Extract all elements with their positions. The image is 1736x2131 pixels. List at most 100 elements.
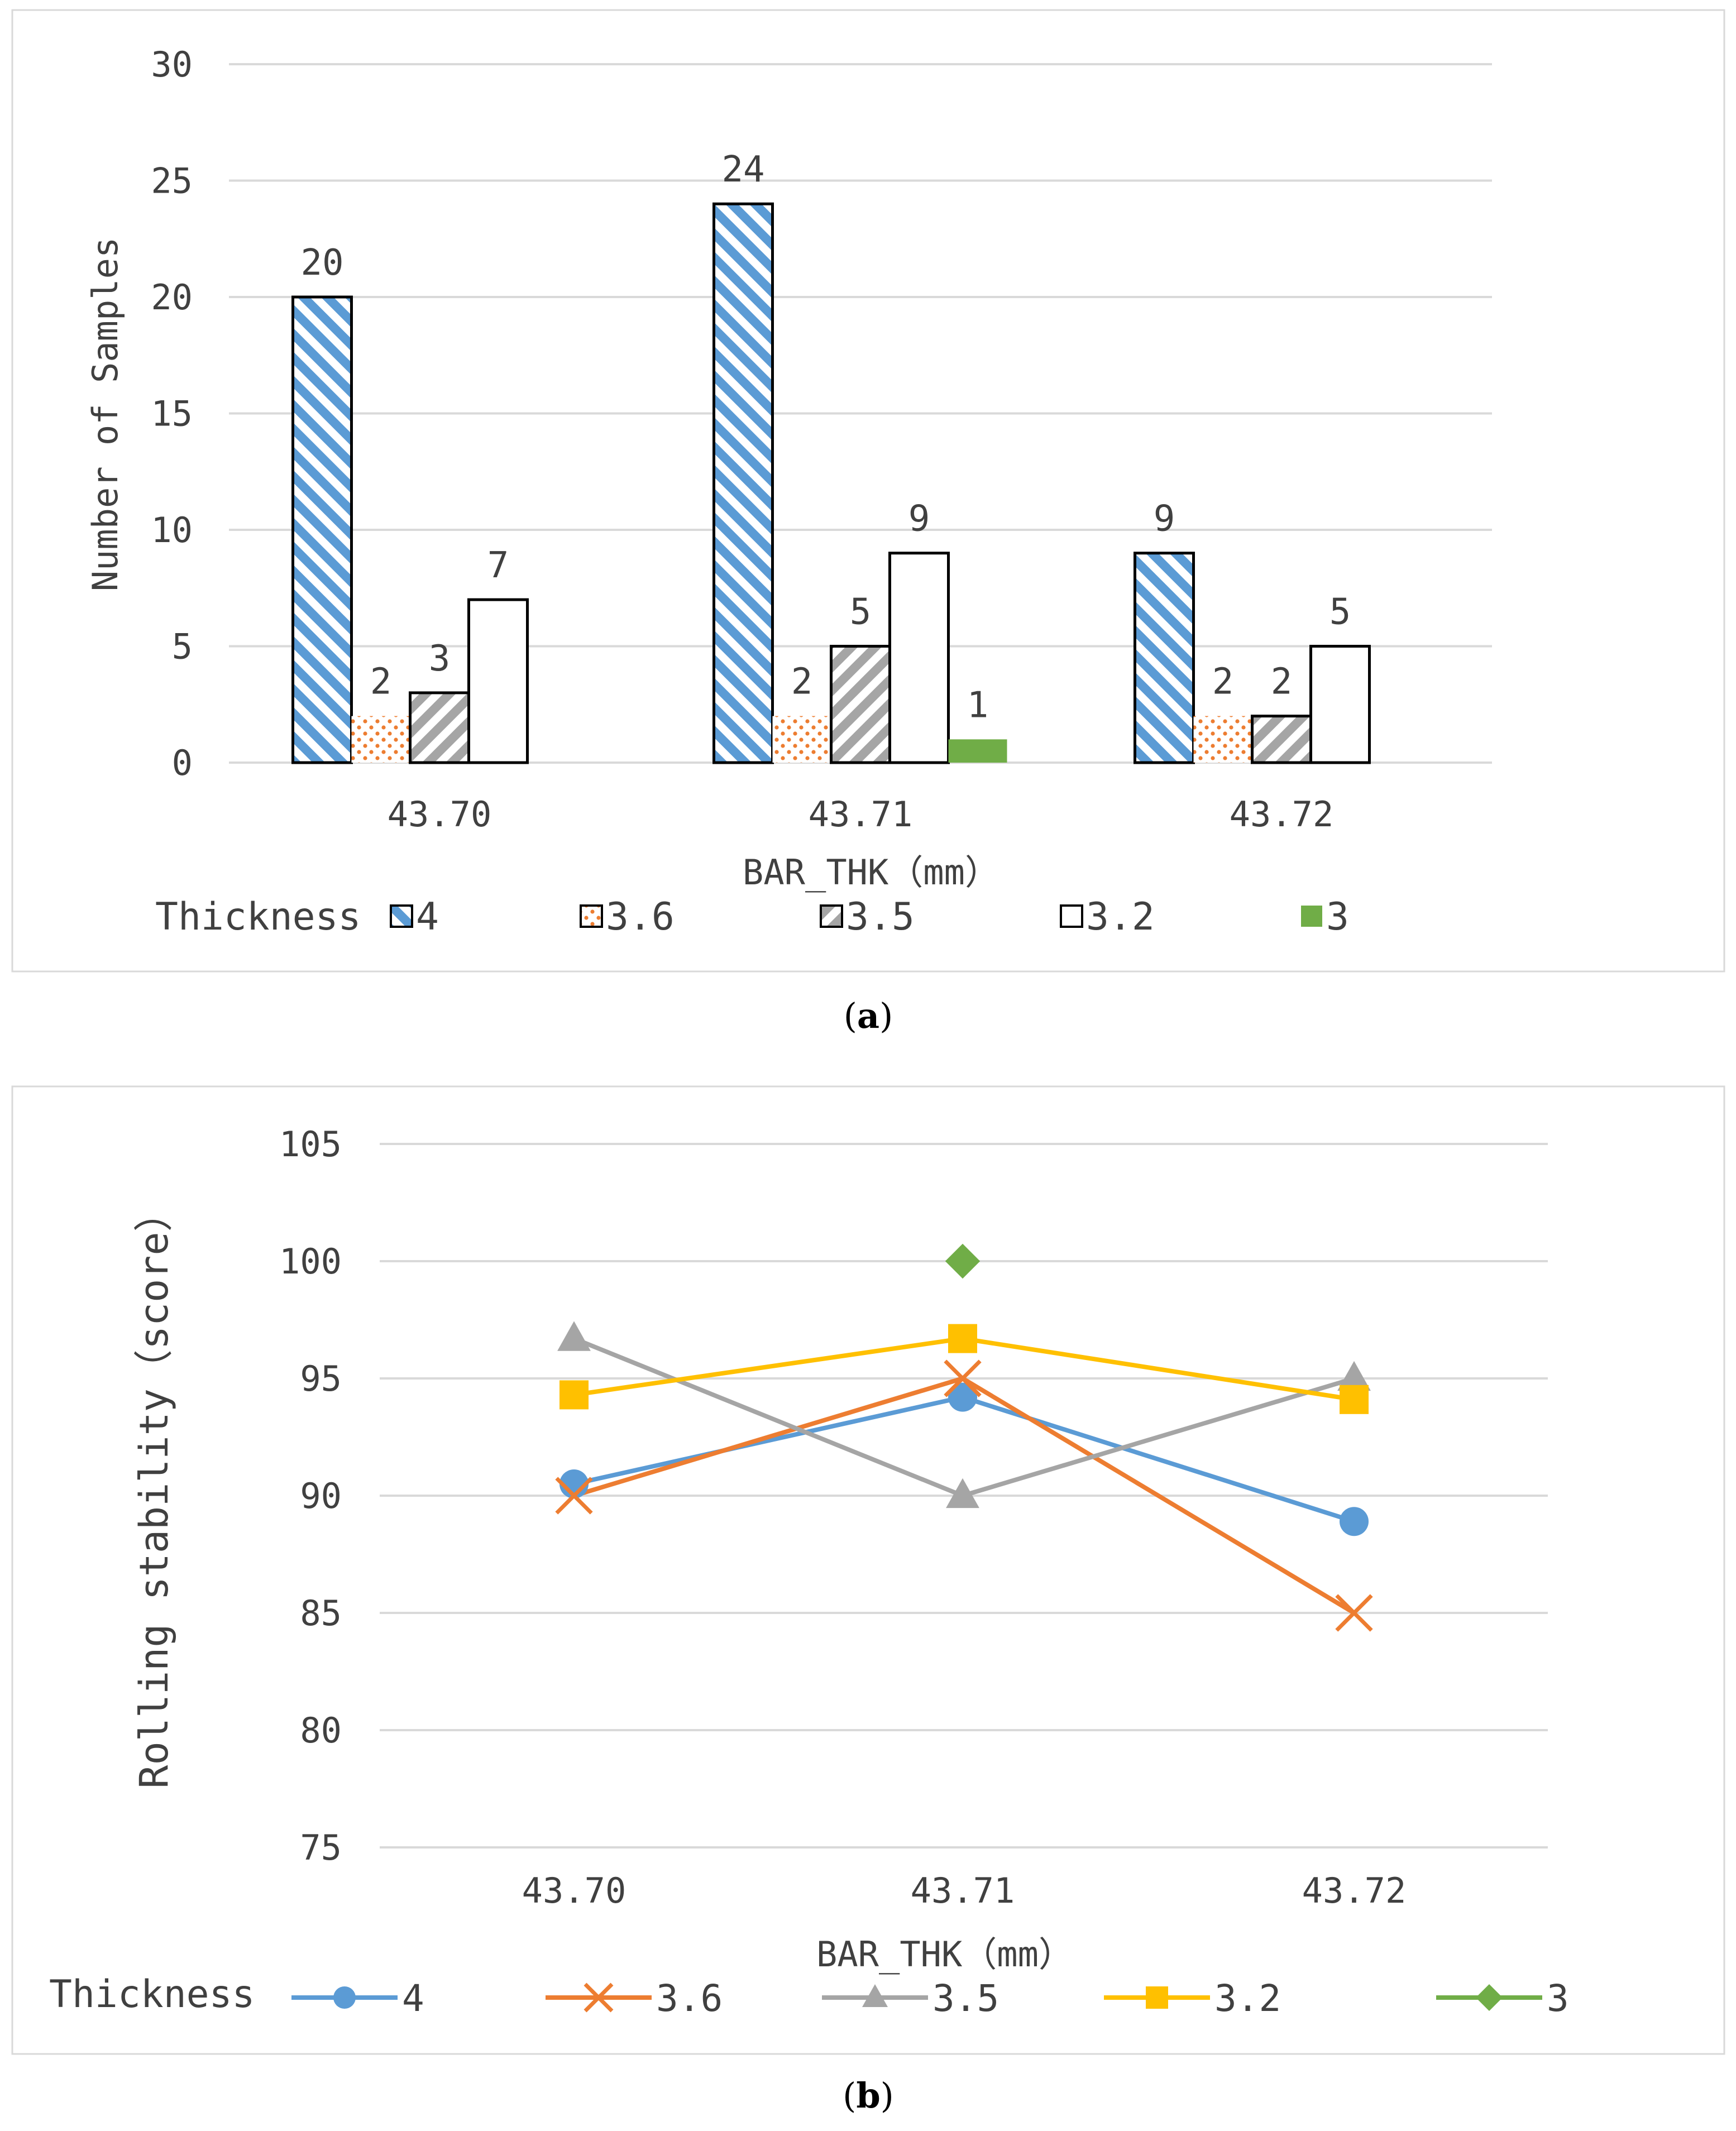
chart-a-y-tick-10: 10 <box>151 510 193 550</box>
chart-a-legend-label-3-6: 3.6 <box>606 895 675 939</box>
chart-b-frame <box>11 1085 1725 2055</box>
chart-a-y-tick-30: 30 <box>151 44 193 85</box>
chart-a-x-tick-43-70: 43.70 <box>388 794 492 835</box>
chart-a-legend-swatch-3-2 <box>1060 904 1083 928</box>
chart-a-label-3-2-43-72: 5 <box>1330 592 1351 633</box>
chart-a-label-3-6-43-72: 2 <box>1212 662 1234 703</box>
chart-b-point-3-43-71 <box>945 1243 981 1279</box>
chart-a-bar-3-5-43-71 <box>830 645 891 764</box>
chart-b-y-tick-labels: 75 80 85 90 95 100 105 <box>279 1124 342 1868</box>
chart-a-y-tick-25: 25 <box>151 161 193 202</box>
chart-a-label-4-43-70: 20 <box>300 242 343 284</box>
chart-a-legend-title: Thickness <box>155 895 361 939</box>
chart-a-bar-3-5-43-70 <box>409 691 470 764</box>
chart-a-x-tick-43-71: 43.71 <box>809 794 913 835</box>
chart-b-legend-marker-4 <box>333 1986 356 2009</box>
chart-b-legend-label-3-2: 3.2 <box>1214 1977 1281 2020</box>
caption-b-letter: b <box>856 2075 880 2116</box>
chart-a-bar-3-5-43-72 <box>1251 715 1312 764</box>
chart-b-legend-title: Thickness <box>49 1972 255 2017</box>
chart-b-legend-marker-3-2 <box>1146 1986 1168 2009</box>
chart-a-bar-3-6-43-72 <box>1193 716 1252 763</box>
chart-b-y-tick-95: 95 <box>300 1358 342 1399</box>
chart-b-point-4-43-70 <box>559 1469 589 1498</box>
chart-a-label-3-43-71: 1 <box>967 684 989 726</box>
chart-a-y-tick-20: 20 <box>151 277 193 318</box>
chart-b-y-axis-title: Rolling stability（score） <box>131 1193 177 1788</box>
chart-b-y-tick-75: 75 <box>300 1827 342 1868</box>
chart-b-point-3-2-43-72 <box>1340 1385 1369 1414</box>
chart-a-bar-4-43-72 <box>1134 552 1195 764</box>
chart-b-y-tick-105: 105 <box>279 1124 342 1165</box>
chart-b-legend-label-3: 3 <box>1547 1977 1569 2020</box>
chart-b-legend-marker-3-6 <box>584 1982 614 2013</box>
chart-a-label-3-5-43-72: 2 <box>1271 662 1293 703</box>
chart-a-bar-3-2-43-71 <box>888 552 950 764</box>
chart-a-y-tick-5: 5 <box>172 626 193 667</box>
chart-a-label-3-2-43-71: 9 <box>908 499 930 540</box>
chart-a-y-tick-labels: 0 5 10 15 20 25 30 <box>151 44 193 783</box>
chart-a-legend-swatch-3-5 <box>820 904 843 928</box>
chart-b-y-tick-85: 85 <box>300 1593 342 1634</box>
chart-a-y-tick-0: 0 <box>172 743 193 783</box>
line-chart-b: 75 80 85 90 95 100 105 43.70 43.71 43.72 Rolling… <box>11 1085 1725 2055</box>
chart-a-label-4-43-72: 9 <box>1154 499 1175 540</box>
chart-b-legend-marker-3 <box>1476 1984 1503 2011</box>
chart-b-legend-label-3-5: 3.5 <box>932 1977 999 2020</box>
chart-b-point-3-5-43-70 <box>557 1321 591 1351</box>
chart-b-point-4-43-71 <box>948 1382 977 1412</box>
chart-b-point-3-5-43-71 <box>946 1478 979 1509</box>
chart-a-bar-4-43-71 <box>712 202 774 764</box>
chart-b-point-4-43-72 <box>1340 1507 1369 1536</box>
caption-b: (b) <box>843 2075 894 2116</box>
chart-a-bar-3-2-43-72 <box>1309 645 1371 764</box>
chart-b-y-tick-100: 100 <box>279 1241 342 1282</box>
chart-a-label-3-6-43-70: 2 <box>370 662 392 703</box>
chart-b-x-tick-43-72: 43.72 <box>1302 1870 1407 1911</box>
chart-b-point-3-2-43-71 <box>948 1324 977 1353</box>
chart-a-bar-4-43-70 <box>291 295 353 764</box>
chart-a-bar-3-2-43-70 <box>467 598 529 764</box>
chart-a-legend-label-4: 4 <box>416 895 439 939</box>
chart-a-y-tick-15: 15 <box>151 394 193 434</box>
chart-a-x-tick-43-72: 43.72 <box>1230 794 1334 835</box>
chart-a-legend-label-3-5: 3.5 <box>846 895 915 939</box>
chart-b-x-tick-labels: 43.70 43.71 43.72 <box>522 1870 1407 1911</box>
chart-a-label-3-2-43-70: 7 <box>487 545 509 586</box>
chart-b-point-3-6-43-71 <box>944 1359 982 1397</box>
chart-a-label-4-43-71: 24 <box>721 149 764 190</box>
chart-a-legend-swatch-3 <box>1301 906 1322 927</box>
caption-a: (a) <box>844 995 893 1036</box>
chart-a-bar-3-6-43-71 <box>772 716 831 763</box>
chart-b-legend-label-3-6: 3.6 <box>656 1977 723 2020</box>
chart-a-label-3-5-43-70: 3 <box>429 638 451 679</box>
chart-a-x-axis-title: BAR_THK（mm） <box>743 852 999 893</box>
chart-b-legend-label-4: 4 <box>402 1977 424 2020</box>
chart-a-bar-3-43-71 <box>948 739 1007 763</box>
chart-a-legend-label-3: 3 <box>1326 895 1349 939</box>
caption-a-letter: a <box>857 995 879 1036</box>
chart-b-x-tick-43-70: 43.70 <box>522 1870 627 1911</box>
chart-a-bars <box>291 202 1371 764</box>
chart-a-y-axis-title: Number of Samples <box>85 237 126 592</box>
chart-a-legend: Thickness 4 3.6 3.5 3.2 3 <box>155 895 1349 939</box>
chart-b-point-3-6-43-70 <box>555 1477 593 1515</box>
chart-b-legend-marker-3-5 <box>862 1984 888 2007</box>
chart-a-legend-label-3-2: 3.2 <box>1086 895 1155 939</box>
chart-b-point-3-2-43-70 <box>559 1380 589 1410</box>
chart-b-y-tick-80: 80 <box>300 1710 342 1751</box>
chart-b-x-tick-43-71: 43.71 <box>911 1870 1015 1911</box>
chart-b-legend: Thickness 4 3.6 3.5 3.2 3 <box>49 1972 1569 2020</box>
chart-a-legend-swatch-4 <box>390 904 413 928</box>
chart-b-point-3-6-43-72 <box>1335 1594 1373 1632</box>
chart-a-legend-swatch-3-6 <box>580 904 603 928</box>
chart-b-y-tick-90: 90 <box>300 1476 342 1516</box>
chart-b-markers <box>555 1243 1373 1632</box>
chart-a-x-tick-labels: 43.70 43.71 43.72 <box>388 794 1334 835</box>
chart-a-label-3-5-43-71: 5 <box>850 592 872 633</box>
chart-b-point-3-5-43-72 <box>1337 1361 1371 1391</box>
chart-a-bar-3-6-43-70 <box>351 716 410 763</box>
